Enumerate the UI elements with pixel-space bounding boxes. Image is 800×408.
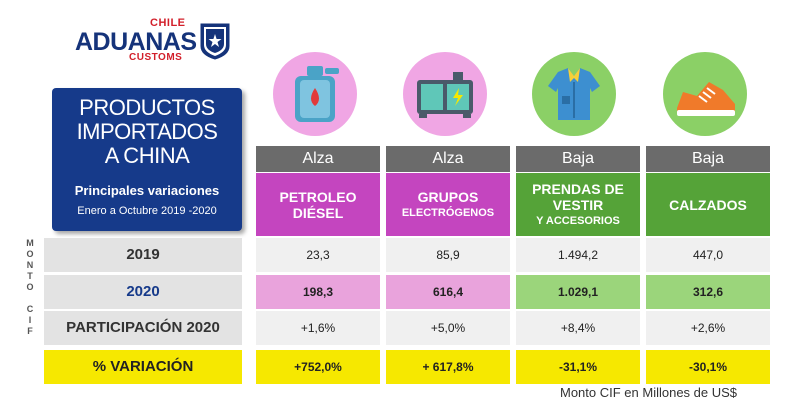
row-label-2019: 2019 [44, 238, 242, 272]
logo-chile-text: CHILE [150, 17, 186, 29]
side-letter: M [26, 238, 34, 248]
side-label-cif: C I F [24, 304, 36, 337]
cell-2019: 447,0 [646, 238, 770, 272]
logo-customs-text: CUSTOMS [129, 52, 183, 63]
title-line-1: PRODUCTOS [79, 95, 215, 120]
cell-2020: 1.029,1 [516, 275, 640, 309]
customs-badge-icon [200, 23, 230, 60]
cell-variation: +752,0% [256, 350, 380, 384]
title-panel: PRODUCTOS IMPORTADOS A CHINA Principales… [52, 88, 242, 231]
row-label-variation: % VARIACIÓN [44, 350, 242, 384]
cell-variation: -31,1% [516, 350, 640, 384]
category-line: CALZADOS [669, 196, 747, 213]
generator-icon [403, 52, 487, 136]
logo-aduanas-text: ADUANAS [75, 28, 197, 56]
category-header-4: CALZADOS [646, 173, 770, 236]
category-line: DIÉSEL [292, 204, 344, 221]
category-line: ELECTRÓGENOS [401, 206, 495, 219]
cell-2019: 1.494,2 [516, 238, 640, 272]
side-letter: I [28, 315, 32, 325]
fuel-can-icon [273, 52, 357, 136]
side-letter: O [26, 282, 34, 292]
cell-2020: 312,6 [646, 275, 770, 309]
category-line: VESTIR [552, 196, 604, 213]
trend-label-4: Baja [646, 146, 770, 172]
row-label-2020: 2020 [44, 275, 242, 309]
cell-2020: 616,4 [386, 275, 510, 309]
trend-label-1: Alza [256, 146, 380, 172]
cell-2020: 198,3 [256, 275, 380, 309]
category-line: Y ACCESORIOS [536, 214, 620, 227]
trend-label-2: Alza [386, 146, 510, 172]
title-period: Enero a Octubre 2019 -2020 [77, 205, 217, 217]
row-label-participation: PARTICIPACIÓN 2020 [44, 311, 242, 345]
side-label-monto: M O N T O [24, 238, 36, 293]
cell-share: +2,6% [646, 311, 770, 345]
cell-variation: -30,1% [646, 350, 770, 384]
side-letter: F [27, 326, 33, 336]
title-line-2: IMPORTADOS [76, 119, 218, 144]
shirt-icon [532, 52, 616, 136]
category-line: PRENDAS DE [532, 180, 624, 197]
sneaker-icon [663, 52, 747, 136]
category-header-2: GRUPOS ELECTRÓGENOS [386, 173, 510, 236]
cell-variation: + 617,8% [386, 350, 510, 384]
side-letter: C [26, 304, 34, 314]
category-line: GRUPOS [417, 188, 479, 205]
side-letter: O [26, 249, 34, 259]
category-header-3: PRENDAS DE VESTIR Y ACCESORIOS [516, 173, 640, 236]
title-line-3: A CHINA [104, 143, 190, 168]
category-line: PETROLEO [279, 188, 357, 205]
cell-share: +8,4% [516, 311, 640, 345]
trend-label-3: Baja [516, 146, 640, 172]
side-letter: T [27, 271, 33, 281]
cell-2019: 85,9 [386, 238, 510, 272]
title-subtitle: Principales variaciones [74, 183, 220, 198]
cell-share: +5,0% [386, 311, 510, 345]
side-letter: N [26, 260, 34, 270]
footnote: Monto CIF en Millones de US$ [560, 385, 738, 400]
category-header-1: PETROLEO DIÉSEL [256, 173, 380, 236]
cell-2019: 23,3 [256, 238, 380, 272]
cell-share: +1,6% [256, 311, 380, 345]
